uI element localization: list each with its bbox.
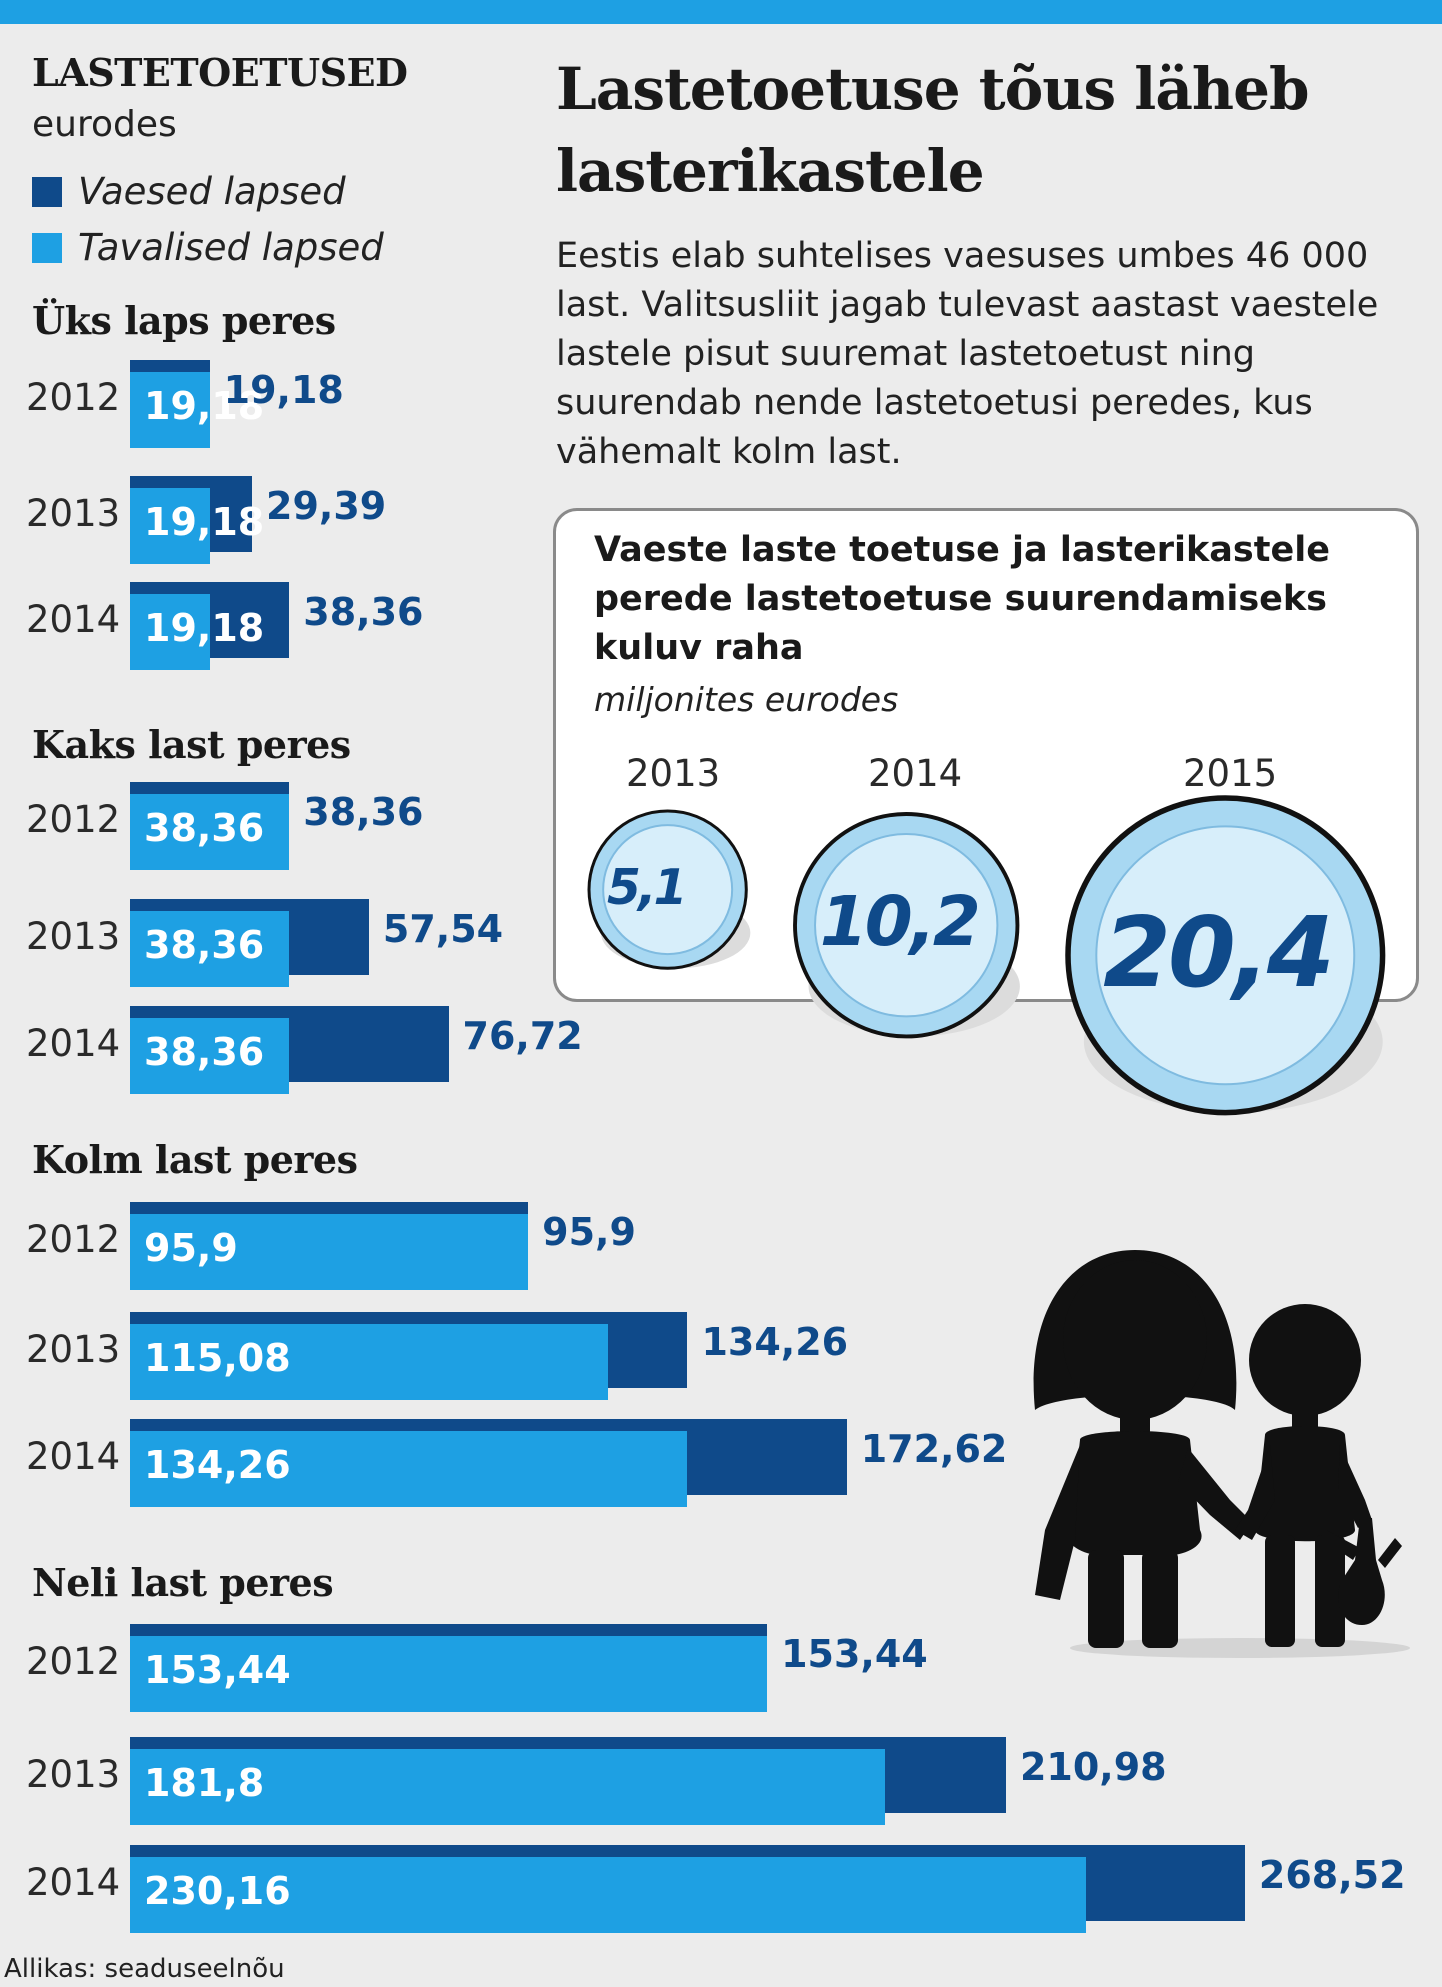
year-label: 2013 — [26, 915, 121, 958]
bar-tavalised — [130, 1636, 768, 1712]
bar-label-tavalised: 181,8 — [144, 1761, 265, 1805]
year-label: 2012 — [26, 376, 121, 419]
legend-swatch-tavalised — [32, 232, 62, 263]
left-chart-subtitle: eurodes — [32, 104, 177, 145]
euro-coin — [792, 811, 1020, 1039]
bar-label-vaesed: 38,36 — [303, 590, 424, 634]
bar-label-vaesed: 76,72 — [462, 1014, 583, 1058]
group-title: Neli last peres — [32, 1560, 334, 1605]
cost-box-subtitle: miljonites eurodes — [594, 680, 899, 719]
bar-tavalised — [130, 794, 290, 870]
group-title: Üks laps peres — [32, 298, 336, 343]
legend-label-tavalised: Tavalised lapsed — [78, 226, 384, 269]
bar-label-tavalised: 38,36 — [144, 1030, 265, 1074]
coin-year-label: 2013 — [626, 752, 721, 795]
coin-value: 10,2 — [819, 882, 981, 963]
year-label: 2013 — [26, 1328, 121, 1371]
bar-label-tavalised: 134,26 — [144, 1443, 291, 1487]
coin-value: 20,4 — [1103, 894, 1335, 1009]
bar-label-vaesed: 29,39 — [266, 484, 387, 528]
year-label: 2012 — [26, 1640, 121, 1683]
bar-label-vaesed: 268,52 — [1258, 1853, 1406, 1897]
bar-tavalised — [130, 1018, 290, 1094]
bar-label-vaesed: 57,54 — [382, 907, 504, 951]
main-title: Lastetoetuse tõus läheb lasterikastele — [556, 55, 1310, 205]
bar-tavalised — [130, 1857, 1086, 1933]
bar-label-vaesed: 153,44 — [781, 1632, 928, 1676]
bar-label-tavalised: 38,36 — [144, 923, 265, 967]
bar-tavalised — [130, 488, 210, 564]
bar-tavalised — [130, 911, 290, 987]
bar-tavalised — [130, 594, 210, 670]
legend-item-vaesed: Vaesed lapsed — [32, 170, 346, 213]
year-label: 2014 — [26, 1435, 121, 1478]
bar-tavalised — [130, 1214, 529, 1290]
bar-label-vaesed: 134,26 — [701, 1320, 849, 1364]
left-chart-title: LASTETOETUSED — [32, 50, 408, 95]
bar-label-tavalised: 19,18 — [144, 606, 265, 650]
euro-coin — [1064, 794, 1386, 1116]
legend-item-tavalised: Tavalised lapsed — [32, 226, 384, 269]
bar-label-tavalised: 153,44 — [144, 1648, 291, 1692]
year-label: 2013 — [26, 1753, 121, 1796]
year-label: 2012 — [26, 1218, 121, 1261]
source-note: Allikas: seaduseelnõu — [4, 1954, 285, 1984]
year-label: 2012 — [26, 798, 121, 841]
bar-label-tavalised: 230,16 — [144, 1869, 291, 1913]
euro-coin — [587, 809, 751, 971]
coin-year-label: 2015 — [1183, 752, 1278, 795]
legend-label-vaesed: Vaesed lapsed — [78, 170, 346, 213]
bar-label-vaesed: 19,18 — [223, 368, 344, 412]
bar-label-vaesed: 172,62 — [860, 1427, 1008, 1471]
bar-label-vaesed: 95,9 — [542, 1210, 636, 1254]
group-title: Kolm last peres — [32, 1137, 358, 1182]
year-label: 2014 — [26, 1861, 121, 1904]
year-label: 2013 — [26, 492, 121, 535]
year-label: 2014 — [26, 1022, 121, 1065]
bar-label-tavalised: 19,18 — [144, 384, 265, 428]
bar-tavalised — [130, 1324, 608, 1400]
description-text: Eestis elab suhtelises vaesuses umbes 46… — [556, 236, 1379, 472]
family-silhouette-icon — [1033, 1250, 1410, 1658]
legend-swatch-vaesed — [32, 176, 62, 207]
bar-tavalised — [130, 1749, 885, 1825]
top-accent-bar — [0, 0, 1442, 24]
bar-tavalised — [130, 1431, 688, 1507]
bar-label-tavalised: 115,08 — [144, 1336, 291, 1380]
bar-label-tavalised: 19,18 — [144, 500, 265, 544]
coin-value: 5,1 — [607, 859, 687, 916]
bar-tavalised — [130, 372, 210, 448]
group-title: Kaks last peres — [32, 722, 351, 767]
bar-label-tavalised: 95,9 — [144, 1226, 238, 1270]
bar-label-vaesed: 210,98 — [1019, 1745, 1167, 1789]
cost-box-title: Vaeste laste toetuse ja lasterikastele p… — [594, 530, 1330, 668]
year-label: 2014 — [26, 598, 121, 641]
bar-label-vaesed: 38,36 — [303, 790, 424, 834]
coin-year-label: 2014 — [868, 752, 963, 795]
bar-label-tavalised: 38,36 — [144, 806, 265, 850]
